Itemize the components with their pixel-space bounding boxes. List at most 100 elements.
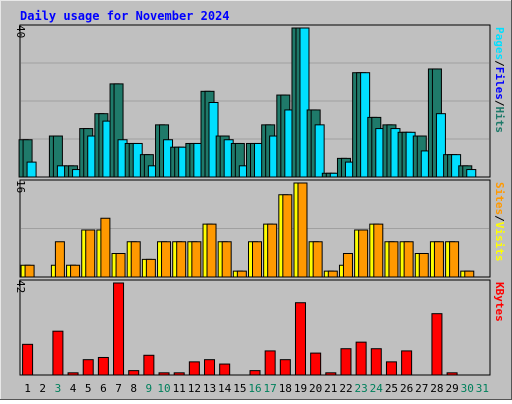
bar-kbytes-day-18 — [279, 359, 291, 376]
bar-kbytes-day-19 — [294, 302, 306, 376]
bar-kbytes-day-4 — [67, 372, 79, 376]
bar-kbytes-day-28 — [431, 313, 443, 376]
x-tick-label-day-17: 17 — [264, 382, 277, 395]
x-tick-label-day-13: 13 — [203, 382, 216, 395]
x-tick-label-day-4: 4 — [70, 382, 77, 395]
x-tick-label-day-16: 16 — [248, 382, 261, 395]
x-tick-label-day-8: 8 — [130, 382, 137, 395]
x-tick-label-day-3: 3 — [55, 382, 62, 395]
bar-sites-day-19 — [297, 182, 308, 278]
x-axis-tick-labels: 1 2 3 4 5 6 7 8 9 10 11 12 13 14 15 16 17 18 19 20 21 22 23 24 2… — [24, 382, 489, 395]
bar-kbytes-day-3 — [52, 330, 64, 376]
bar-sites-day-22 — [342, 253, 353, 278]
panel-visitors: 16 Sites/Visits — [14, 179, 506, 278]
bar-sites-day-12 — [191, 241, 202, 278]
bar-kbytes-day-22 — [340, 348, 352, 376]
bar-kbytes-day-11 — [173, 372, 185, 376]
bar-kbytes-day-29 — [446, 372, 458, 376]
bar-kbytes-day-6 — [97, 356, 109, 376]
x-tick-label-day-21: 21 — [324, 382, 337, 395]
x-tick-label-day-19: 19 — [294, 382, 307, 395]
bar-kbytes-day-26 — [401, 350, 413, 376]
x-tick-label-day-20: 20 — [309, 382, 322, 395]
bar-sites-day-14 — [221, 241, 232, 278]
bar-kbytes-day-8 — [128, 370, 140, 376]
y-max-label: 42 — [14, 280, 27, 293]
y-max-label: 16 — [14, 180, 27, 193]
bar-pages-day-19 — [299, 27, 310, 178]
bar-sites-day-13 — [206, 223, 217, 278]
x-tick-label-day-11: 11 — [173, 382, 186, 395]
bar-kbytes-day-23 — [355, 341, 367, 376]
bar-sites-day-7 — [115, 253, 126, 278]
bar-sites-day-11 — [176, 241, 187, 278]
bar-sites-day-21 — [327, 270, 338, 278]
x-tick-label-day-12: 12 — [188, 382, 201, 395]
bar-sites-day-16 — [252, 241, 262, 278]
x-tick-label-day-18: 18 — [279, 382, 292, 395]
bar-sites-day-6 — [100, 217, 111, 278]
y-max-label: 40 — [14, 25, 27, 38]
legend-entry: / — [493, 60, 506, 67]
bar-kbytes-day-20 — [310, 352, 322, 376]
bar-kbytes-day-1 — [22, 343, 34, 376]
x-tick-label-day-23: 23 — [355, 382, 368, 395]
bar-kbytes-day-14 — [219, 363, 231, 376]
side-legend: Pages/Files/Hits — [493, 27, 506, 133]
bar-sites-day-15 — [236, 270, 247, 278]
bar-kbytes-day-17 — [264, 350, 276, 376]
x-tick-label-day-31: 31 — [476, 382, 489, 395]
x-tick-label-day-10: 10 — [157, 382, 170, 395]
bar-kbytes-day-10 — [158, 372, 170, 376]
bar-kbytes-day-9 — [143, 354, 155, 376]
bar-pages-day-30 — [466, 169, 477, 178]
bar-sites-day-28 — [433, 241, 444, 278]
legend-entry: / — [493, 100, 506, 107]
bar-kbytes-day-16 — [249, 370, 261, 376]
legend-entry: Pages — [493, 27, 506, 60]
bar-sites-day-17 — [267, 223, 278, 278]
bar-kbytes-day-24 — [370, 348, 382, 376]
legend-entry: / — [493, 215, 506, 222]
x-tick-label-day-1: 1 — [24, 382, 31, 395]
side-legend: KBytes — [493, 282, 506, 322]
chart-title: Daily usage for November 2024 — [20, 9, 230, 23]
x-tick-label-day-29: 29 — [445, 382, 458, 395]
bar-sites-day-10 — [161, 241, 172, 278]
bar-sites-day-3 — [54, 241, 65, 278]
bar-sites-day-29 — [449, 241, 460, 278]
bar-sites-day-8 — [130, 241, 141, 278]
legend-entry: Visits — [493, 222, 506, 262]
legend-entry: KBytes — [493, 282, 506, 322]
x-tick-label-day-25: 25 — [385, 382, 398, 395]
x-tick-label-day-5: 5 — [85, 382, 92, 395]
bar-pages-day-1 — [26, 161, 37, 178]
bar-kbytes-day-25 — [385, 361, 397, 376]
x-tick-label-day-6: 6 — [100, 382, 107, 395]
x-tick-label-day-14: 14 — [218, 382, 232, 395]
bar-sites-day-23 — [358, 229, 369, 278]
bar-kbytes-day-12 — [188, 361, 200, 376]
side-legend: Sites/Visits — [493, 182, 506, 262]
x-tick-label-day-27: 27 — [415, 382, 428, 395]
bar-sites-day-25 — [388, 241, 399, 278]
bar-sites-day-26 — [403, 241, 414, 278]
legend-entry: Sites — [493, 182, 506, 215]
x-tick-label-day-7: 7 — [115, 382, 122, 395]
x-tick-label-day-2: 2 — [39, 382, 46, 395]
x-tick-label-day-24: 24 — [370, 382, 384, 395]
bar-kbytes-day-5 — [82, 359, 94, 376]
bar-sites-day-4 — [70, 264, 81, 278]
bar-kbytes-day-7 — [113, 282, 125, 376]
x-tick-label-day-22: 22 — [339, 382, 352, 395]
panel-traffic: 40 Pages/Files/Hits — [14, 24, 506, 178]
x-tick-label-day-15: 15 — [233, 382, 246, 395]
bar-sites-day-30 — [464, 270, 475, 278]
bar-sites-day-9 — [145, 258, 156, 278]
bar-sites-day-18 — [282, 194, 293, 278]
x-tick-label-day-9: 9 — [146, 382, 153, 395]
